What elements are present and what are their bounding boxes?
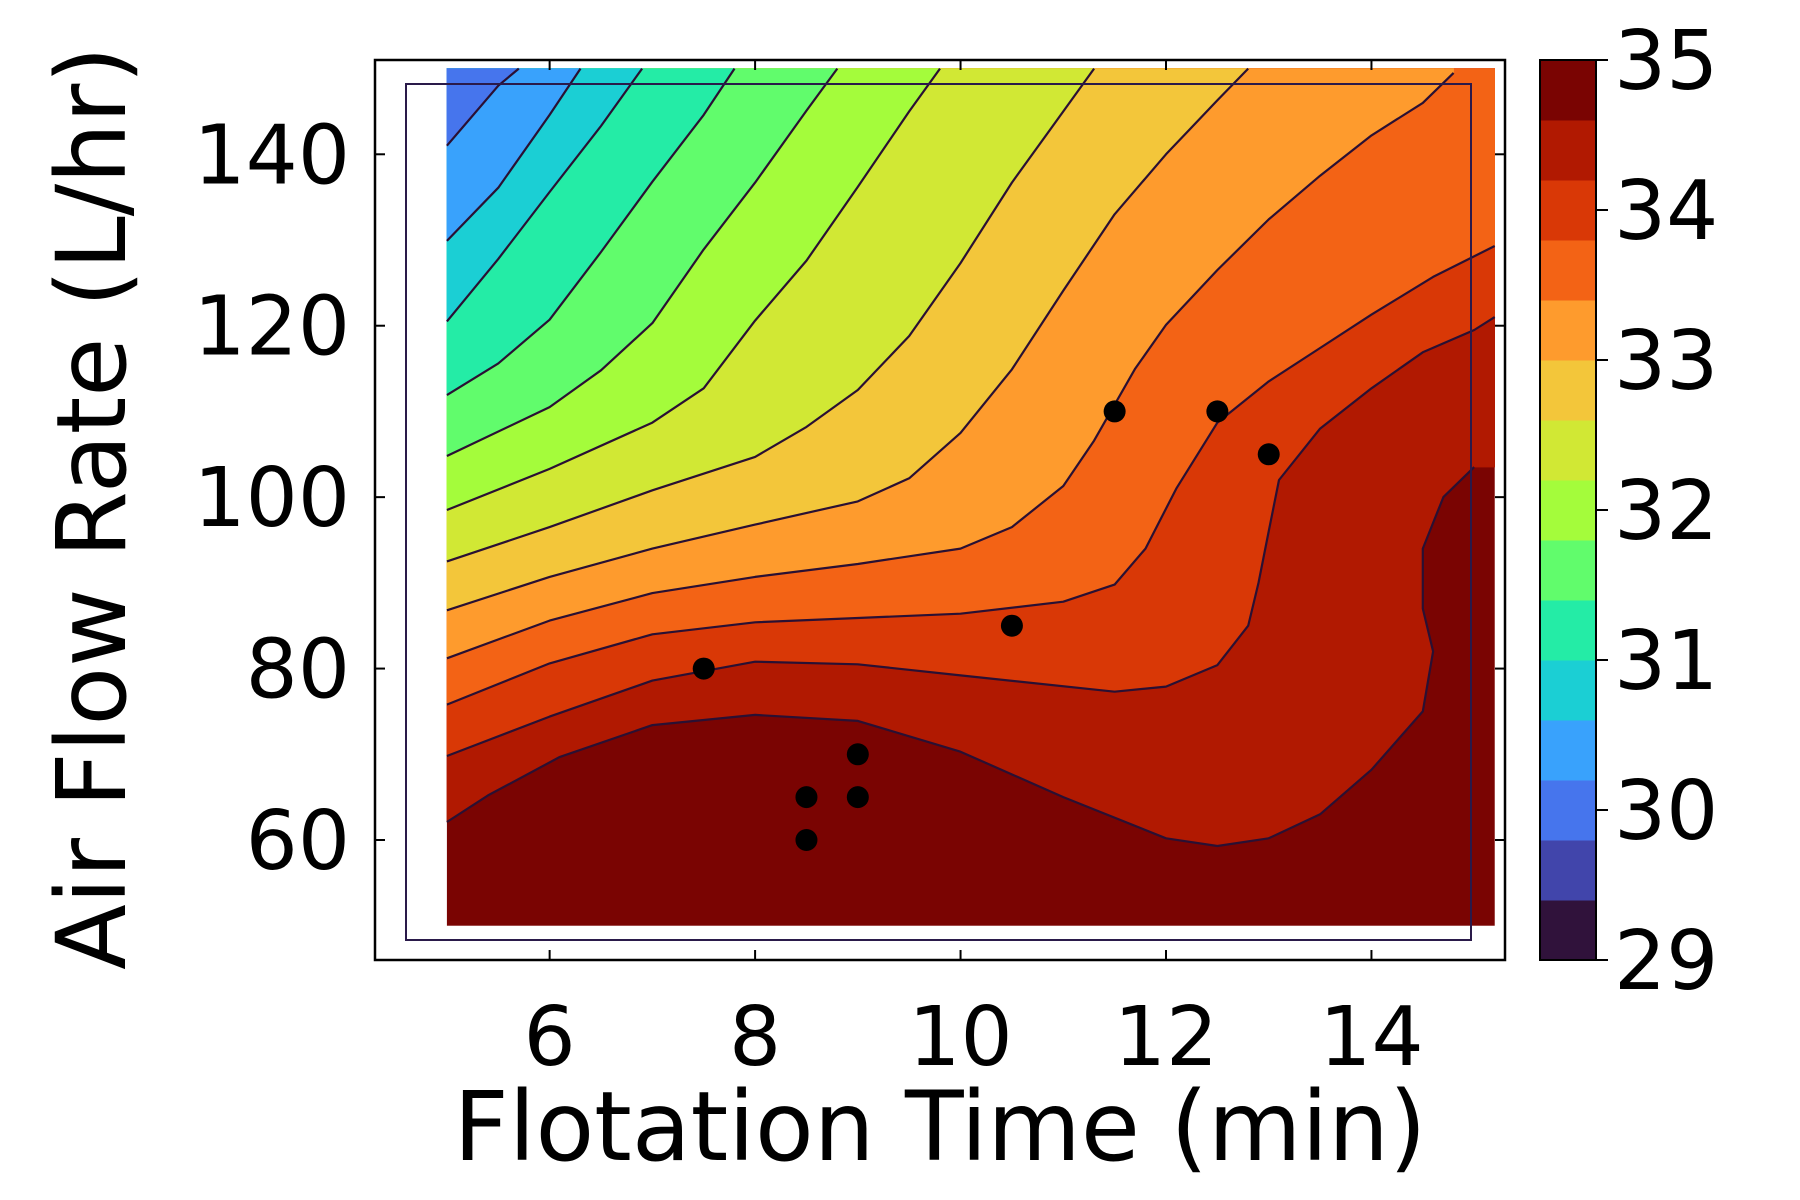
colorbar-tick-label: 30: [1614, 764, 1718, 859]
colorbar-tick-label: 34: [1614, 164, 1718, 259]
colorbar-segment: [1540, 480, 1596, 541]
contour-fills: [446, 68, 1495, 926]
colorbar-tick-label: 32: [1614, 464, 1718, 559]
contour-line-30_2: [446, 67, 520, 147]
y-tick-label: 140: [193, 108, 350, 203]
colorbar-tick-label: 35: [1614, 14, 1718, 109]
colorbar-segment: [1540, 300, 1596, 361]
x-tick-label: 6: [524, 990, 576, 1085]
x-tick-label: 12: [1114, 990, 1218, 1085]
x-axis-title: Flotation Time (min): [454, 1071, 1427, 1183]
contour-line-32_6: [446, 67, 1095, 563]
contour-line-34_6: [446, 466, 1475, 848]
colorbar-tick-label: 29: [1614, 914, 1718, 1009]
data-point: [1103, 400, 1126, 423]
x-tick-label: 8: [729, 990, 781, 1085]
data-point: [795, 829, 818, 851]
data-point: [692, 657, 715, 680]
data-region-border: [405, 83, 1472, 941]
colorbar-tick-label: 31: [1614, 614, 1718, 709]
contour-line-34_2: [446, 316, 1496, 758]
data-point: [846, 786, 869, 809]
y-tick-label: 120: [193, 280, 350, 375]
colorbar-segment: [1540, 600, 1596, 661]
colorbar-segment: [1540, 60, 1596, 121]
colorbar: 29 30 31 32 33 34 35: [1539, 14, 1718, 1009]
x-tick-label: 14: [1319, 990, 1423, 1085]
y-axis-title: Air Flow Rate (L/hr): [36, 46, 148, 970]
data-point: [795, 786, 818, 809]
colorbar-segment: [1540, 720, 1596, 781]
contour-line-33_4: [446, 72, 1455, 660]
data-point: [846, 743, 869, 766]
contour-line-31_4: [446, 67, 736, 397]
colorbar-segment: [1540, 420, 1596, 481]
y-tick-label: 60: [246, 794, 350, 889]
y-tick-label: 100: [193, 451, 350, 546]
contour-line-32_2: [446, 67, 941, 512]
y-axis-ticks: 60 80 100 120 140: [193, 108, 1505, 889]
data-points: [692, 400, 1280, 851]
colorbar-segment: [1540, 780, 1596, 841]
colorbar-segment: [1540, 540, 1596, 601]
contour-line-30_6: [446, 67, 582, 242]
y-tick-label: 80: [246, 623, 350, 718]
data-point: [1000, 614, 1023, 637]
colorbar-segment: [1540, 360, 1596, 421]
contour-line-33_8: [446, 245, 1496, 706]
colorbar-segment: [1540, 840, 1596, 901]
contour-line-31_8: [446, 67, 839, 457]
colorbar-segment: [1540, 180, 1596, 241]
colorbar-tick-label: 33: [1614, 314, 1718, 409]
x-tick-label: 10: [908, 990, 1012, 1085]
x-axis-ticks: 6 8 10 12 14: [524, 60, 1424, 1085]
contour-line-33: [446, 67, 1249, 612]
data-point: [1257, 443, 1280, 466]
colorbar-segment: [1540, 660, 1596, 721]
colorbar-segment: [1540, 240, 1596, 301]
contour-line-31: [446, 67, 643, 323]
colorbar-segment: [1540, 120, 1596, 181]
contour-lines: [446, 67, 1496, 848]
plot-frame: [373, 58, 1507, 962]
colorbar-segment: [1540, 900, 1596, 961]
data-point: [1206, 400, 1229, 423]
